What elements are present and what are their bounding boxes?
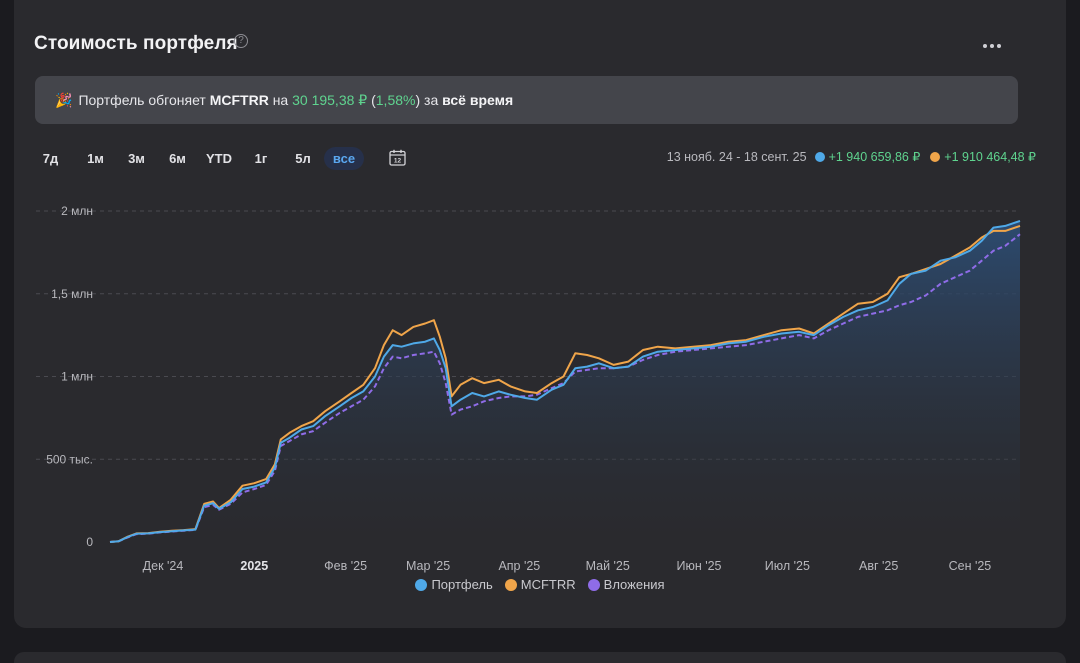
- banner-middle: на: [268, 92, 293, 108]
- x-tick-label: Апр '25: [498, 559, 540, 573]
- banner-period: всё время: [442, 92, 514, 108]
- y-tick-label: 500 тыс.: [46, 452, 93, 466]
- banner-percent: 1,58%: [375, 92, 416, 108]
- portfolio-dot-icon: [814, 151, 825, 162]
- more-horizontal-icon: [983, 44, 987, 48]
- banner-prefix: Портфель обгоняет: [78, 92, 210, 108]
- portfolio-area: [110, 220, 1020, 542]
- period-1m[interactable]: 1м: [87, 150, 104, 166]
- portfolio-change: +1 940 659,86 ₽: [828, 150, 921, 164]
- chart-legend: Портфель MCFTRR Вложения: [0, 577, 1080, 592]
- period-5y[interactable]: 5л: [295, 150, 311, 166]
- x-tick-label: Мар '25: [406, 559, 450, 573]
- party-popper-icon: 🎉: [55, 91, 73, 108]
- x-tick-label: 2025: [240, 559, 268, 573]
- contributions-line: [109, 233, 1021, 543]
- legend-item-portfolio[interactable]: Портфель: [415, 577, 493, 592]
- x-tick-label: Авг '25: [859, 559, 898, 573]
- next-card-edge: [14, 652, 1066, 663]
- period-summary: 13 нояб. 24 - 18 сент. 25 +1 940 659,86 …: [666, 149, 1036, 165]
- banner-ticker: MCFTRR: [209, 92, 269, 108]
- y-tick-label: 0: [86, 535, 93, 549]
- y-tick-label: 1,5 млн: [51, 287, 93, 301]
- benchmark-change: +1 910 464,48 ₽: [944, 150, 1036, 164]
- legend-label: MCFTRR: [520, 577, 576, 592]
- contributions-legend-dot-icon: [587, 578, 600, 591]
- y-tick-label: 1 млн: [61, 370, 93, 384]
- mcftrr-line: [109, 224, 1021, 543]
- x-tick-label: Сен '25: [949, 559, 992, 573]
- period-3m[interactable]: 3м: [128, 150, 145, 166]
- svg-text:12: 12: [394, 158, 402, 165]
- help-icon[interactable]: ?: [234, 34, 248, 48]
- legend-label: Вложения: [603, 577, 665, 592]
- calendar-icon[interactable]: 12: [389, 149, 406, 166]
- benchmark-dot-icon: [930, 151, 941, 162]
- portfolio-line: [109, 219, 1021, 543]
- period-6m[interactable]: 6м: [169, 150, 186, 166]
- x-tick-label: Дек '24: [143, 559, 184, 573]
- portfolio-chart[interactable]: 0 500 тыс. 1 млн 1,5 млн 2 млн Дек '24 2025 Фев…: [0, 0, 1080, 600]
- banner-close: ) за: [415, 92, 443, 108]
- period-1y[interactable]: 1г: [254, 150, 268, 166]
- benchmark-legend-dot-icon: [504, 578, 517, 591]
- more-options-button[interactable]: [976, 36, 1008, 56]
- banner-amount: 30 195,38 ₽: [292, 91, 368, 108]
- legend-item-contributions[interactable]: Вложения: [587, 577, 665, 592]
- period-ytd[interactable]: YTD: [206, 150, 232, 166]
- portfolio-legend-dot-icon: [415, 578, 428, 591]
- legend-item-mcftrr[interactable]: MCFTRR: [504, 577, 576, 592]
- date-range: 13 нояб. 24 - 18 сент. 25: [666, 149, 807, 164]
- period-all[interactable]: все: [324, 146, 364, 170]
- period-selector: 7д 1м 3м 6м YTD 1г 5л все: [36, 145, 364, 171]
- x-tick-label: Июн '25: [676, 559, 721, 573]
- x-tick-label: Май '25: [586, 559, 630, 573]
- period-7d[interactable]: 7д: [42, 150, 59, 166]
- legend-label: Портфель: [431, 577, 493, 592]
- performance-banner: 🎉 Портфель обгоняет MCFTRR на 30 195,38 …: [35, 76, 1018, 124]
- banner-open-paren: (: [367, 92, 376, 108]
- card-title: Стоимость портфеля: [34, 33, 238, 54]
- x-tick-label: Июл '25: [765, 559, 810, 573]
- x-tick-label: Фев '25: [324, 559, 367, 573]
- y-tick-label: 2 млн: [61, 204, 93, 218]
